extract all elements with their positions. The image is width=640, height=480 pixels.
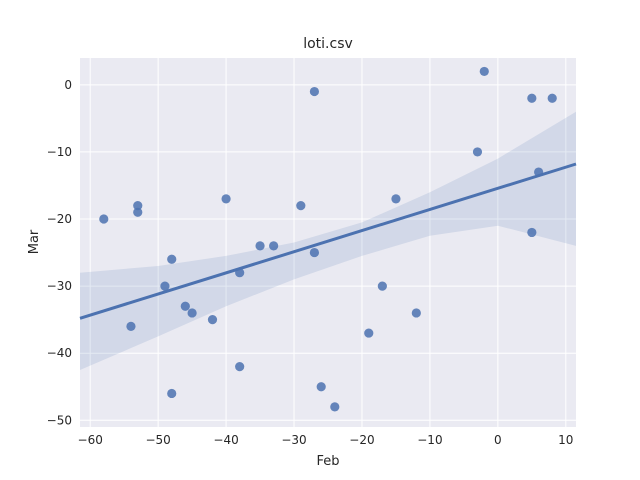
data-point: [235, 268, 245, 278]
data-point: [547, 93, 557, 103]
x-tick-label: 10: [558, 433, 573, 447]
data-point: [527, 93, 537, 103]
data-point: [255, 241, 265, 251]
data-points: [99, 66, 557, 412]
chart-title: loti.csv: [303, 36, 353, 52]
grid: [80, 58, 576, 427]
x-tick-labels: −60 −50 −40 −30 −20 −10 0 10: [78, 433, 574, 447]
data-point: [377, 281, 387, 291]
x-tick-label: −30: [281, 433, 306, 447]
data-point: [180, 301, 190, 311]
y-axis-label: Mar: [27, 229, 42, 254]
y-tick-label: −20: [47, 212, 72, 226]
data-point: [527, 227, 537, 238]
data-point: [296, 201, 306, 211]
regression-line: [79, 162, 577, 320]
y-tick-labels: 0 −10 −20 −30 −40 −50: [47, 78, 72, 427]
data-point: [133, 207, 143, 217]
data-point: [160, 281, 170, 291]
x-tick-label: −50: [145, 433, 170, 447]
y-tick-label: 0: [64, 78, 72, 92]
regression-line-group: [79, 162, 577, 320]
x-tick-label: −10: [417, 433, 442, 447]
data-point: [534, 167, 544, 177]
data-point: [309, 86, 320, 97]
data-point: [269, 241, 279, 251]
data-point: [316, 382, 326, 392]
x-tick-label: −40: [213, 433, 238, 447]
data-point: [309, 247, 320, 258]
data-point: [235, 362, 245, 372]
x-axis-label: Feb: [316, 454, 339, 469]
data-point: [411, 308, 421, 318]
y-tick-label: −50: [47, 413, 72, 427]
data-point: [207, 315, 218, 325]
data-point: [187, 308, 197, 318]
data-point: [133, 201, 143, 211]
data-point: [364, 328, 374, 338]
data-point: [167, 254, 177, 264]
data-point: [479, 66, 489, 77]
y-tick-label: −30: [47, 279, 72, 293]
data-point: [167, 388, 177, 399]
x-tick-label: −20: [349, 433, 374, 447]
y-tick-label: −40: [47, 346, 72, 360]
data-point: [221, 194, 231, 204]
x-tick-label: −60: [78, 433, 103, 447]
x-tick-label: 0: [494, 433, 502, 447]
data-point: [126, 321, 136, 331]
data-point: [99, 214, 109, 224]
data-point: [391, 194, 401, 204]
data-point: [472, 147, 483, 157]
y-tick-label: −10: [47, 145, 72, 159]
data-point: [330, 402, 340, 412]
